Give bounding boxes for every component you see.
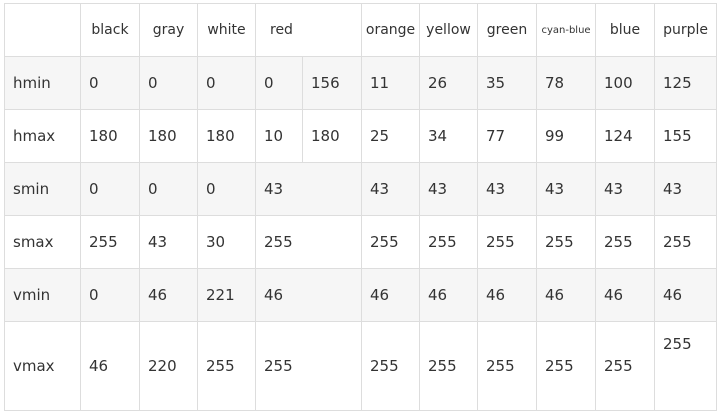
cell-vmin-purple: 46 bbox=[654, 268, 718, 322]
cell-vmax-gray: 220 bbox=[139, 321, 198, 411]
cell-smax-black: 255 bbox=[80, 215, 140, 269]
cell-hmin-purple: 125 bbox=[654, 56, 718, 110]
cell-hmax-yellow: 34 bbox=[419, 109, 479, 163]
row-label-hmax: hmax bbox=[4, 109, 81, 163]
cell-vmax-blue: 255 bbox=[595, 321, 656, 411]
table-row-vmax: vmax 46 220 255 255 255 255 255 255 255 … bbox=[4, 321, 718, 411]
cell-smax-purple: 255 bbox=[654, 215, 718, 269]
cell-vmin-yellow: 46 bbox=[419, 268, 479, 322]
cell-smin-yellow: 43 bbox=[419, 162, 479, 216]
cell-vmax-purple: 255 bbox=[654, 321, 718, 411]
cell-smax-gray: 43 bbox=[139, 215, 198, 269]
cell-smin-blue: 43 bbox=[595, 162, 656, 216]
hsv-range-table: black gray white red orange yellow green… bbox=[4, 3, 718, 411]
cell-hmax-red-high: 180 bbox=[301, 109, 363, 163]
cell-vmax-cyan-blue: 255 bbox=[536, 321, 597, 411]
cell-hmax-red-low: 10 bbox=[255, 109, 303, 163]
cell-vmin-white: 221 bbox=[197, 268, 256, 322]
cell-vmax-white: 255 bbox=[197, 321, 256, 411]
cell-smin-purple: 43 bbox=[654, 162, 718, 216]
cell-smax-blue: 255 bbox=[595, 215, 656, 269]
cell-vmax-orange: 255 bbox=[361, 321, 421, 411]
header-orange: orange bbox=[361, 3, 421, 57]
cell-hmax-green: 77 bbox=[477, 109, 538, 163]
cell-hmin-white: 0 bbox=[197, 56, 256, 110]
corner-cell bbox=[4, 3, 81, 57]
cell-vmax-yellow: 255 bbox=[419, 321, 479, 411]
cell-vmin-red: 46 bbox=[254, 268, 363, 322]
header-red: red bbox=[254, 3, 363, 57]
cell-vmin-orange: 46 bbox=[361, 268, 421, 322]
cell-vmin-blue: 46 bbox=[595, 268, 656, 322]
table-row-hmin: hmin 0 0 0 0 156 11 26 35 78 100 125 bbox=[4, 56, 718, 110]
cell-smin-orange: 43 bbox=[361, 162, 421, 216]
table-row-smin: smin 0 0 0 43 43 43 43 43 43 43 bbox=[4, 162, 718, 216]
cell-vmin-green: 46 bbox=[477, 268, 538, 322]
table-header-row: black gray white red orange yellow green… bbox=[4, 3, 718, 57]
header-green: green bbox=[477, 3, 538, 57]
cell-hmax-black: 180 bbox=[80, 109, 140, 163]
cell-vmin-black: 0 bbox=[80, 268, 140, 322]
table-row-hmax: hmax 180 180 180 10 180 25 34 77 99 124 … bbox=[4, 109, 718, 163]
row-label-hmin: hmin bbox=[4, 56, 81, 110]
cell-smax-orange: 255 bbox=[361, 215, 421, 269]
header-purple: purple bbox=[654, 3, 718, 57]
cell-vmin-gray: 46 bbox=[139, 268, 198, 322]
cell-vmax-green: 255 bbox=[477, 321, 538, 411]
cell-vmin-cyan-blue: 46 bbox=[536, 268, 597, 322]
cell-hmax-cyan-blue: 99 bbox=[536, 109, 597, 163]
cell-smin-cyan-blue: 43 bbox=[536, 162, 597, 216]
cell-hmin-cyan-blue: 78 bbox=[536, 56, 597, 110]
cell-smax-green: 255 bbox=[477, 215, 538, 269]
cell-hmin-red-high: 156 bbox=[301, 56, 363, 110]
cell-hmin-gray: 0 bbox=[139, 56, 198, 110]
cell-hmax-blue: 124 bbox=[595, 109, 656, 163]
cell-hmin-yellow: 26 bbox=[419, 56, 479, 110]
table-row-vmin: vmin 0 46 221 46 46 46 46 46 46 46 bbox=[4, 268, 718, 322]
header-white: white bbox=[197, 3, 256, 57]
row-label-smax: smax bbox=[4, 215, 81, 269]
row-label-smin: smin bbox=[4, 162, 81, 216]
cell-smax-yellow: 255 bbox=[419, 215, 479, 269]
cell-smin-white: 0 bbox=[197, 162, 256, 216]
header-black: black bbox=[80, 3, 140, 57]
row-label-vmin: vmin bbox=[4, 268, 81, 322]
cell-smax-cyan-blue: 255 bbox=[536, 215, 597, 269]
cell-smax-red: 255 bbox=[254, 215, 363, 269]
cell-smin-red: 43 bbox=[254, 162, 363, 216]
header-blue: blue bbox=[595, 3, 656, 57]
cell-hmin-orange: 11 bbox=[361, 56, 421, 110]
header-gray: gray bbox=[139, 3, 198, 57]
row-label-vmax: vmax bbox=[4, 321, 81, 411]
cell-hmin-black: 0 bbox=[80, 56, 140, 110]
cell-smax-white: 30 bbox=[197, 215, 256, 269]
cell-hmax-white: 180 bbox=[197, 109, 256, 163]
cell-hmax-purple: 155 bbox=[654, 109, 718, 163]
cell-vmax-black: 46 bbox=[80, 321, 140, 411]
cell-vmax-red: 255 bbox=[254, 321, 363, 411]
cell-hmin-blue: 100 bbox=[595, 56, 656, 110]
cell-hmin-red-low: 0 bbox=[255, 56, 303, 110]
header-cyan-blue: cyan-blue bbox=[536, 3, 597, 57]
table-row-smax: smax 255 43 30 255 255 255 255 255 255 2… bbox=[4, 215, 718, 269]
cell-smin-gray: 0 bbox=[139, 162, 198, 216]
cell-hmax-gray: 180 bbox=[139, 109, 198, 163]
cell-hmin-green: 35 bbox=[477, 56, 538, 110]
cell-smin-green: 43 bbox=[477, 162, 538, 216]
header-yellow: yellow bbox=[419, 3, 479, 57]
cell-smin-black: 0 bbox=[80, 162, 140, 216]
cell-hmax-orange: 25 bbox=[361, 109, 421, 163]
